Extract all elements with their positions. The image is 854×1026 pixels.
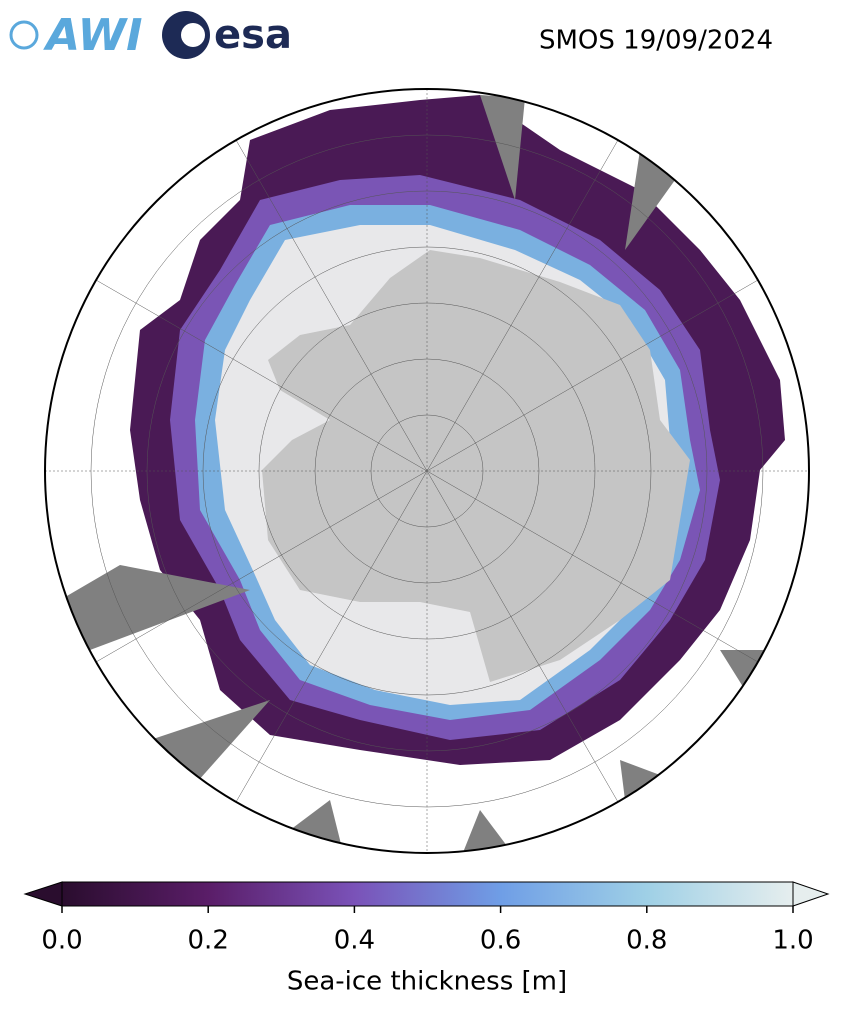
colorbar-extend-low: [23, 881, 63, 907]
colorbar-tick-label: 0.2: [188, 926, 229, 956]
colorbar-tick-label: 0.6: [480, 926, 521, 956]
graticule: [45, 89, 809, 853]
colorbar-extend-high: [792, 881, 830, 907]
antarctica: [262, 250, 690, 682]
colorbar-tick-label: 0.4: [334, 926, 375, 956]
colorbar-ramp: [61, 881, 794, 907]
colorbar-tick-label: 1.0: [772, 926, 813, 956]
colorbar-label: Sea-ice thickness [m]: [287, 967, 567, 997]
esa-text: esa: [214, 12, 292, 58]
colorbar-tick-label: 0.8: [626, 926, 667, 956]
awi-logo: AWI: [9, 10, 143, 61]
map-title: SMOS 19/09/2024: [539, 26, 773, 56]
esa-logo: esa: [162, 11, 292, 59]
colorbar-tick-label: 0.0: [41, 926, 82, 956]
colorbar: [23, 881, 830, 907]
map: [45, 89, 809, 853]
awi-text: AWI: [43, 10, 143, 61]
map-frame: [44, 88, 810, 854]
